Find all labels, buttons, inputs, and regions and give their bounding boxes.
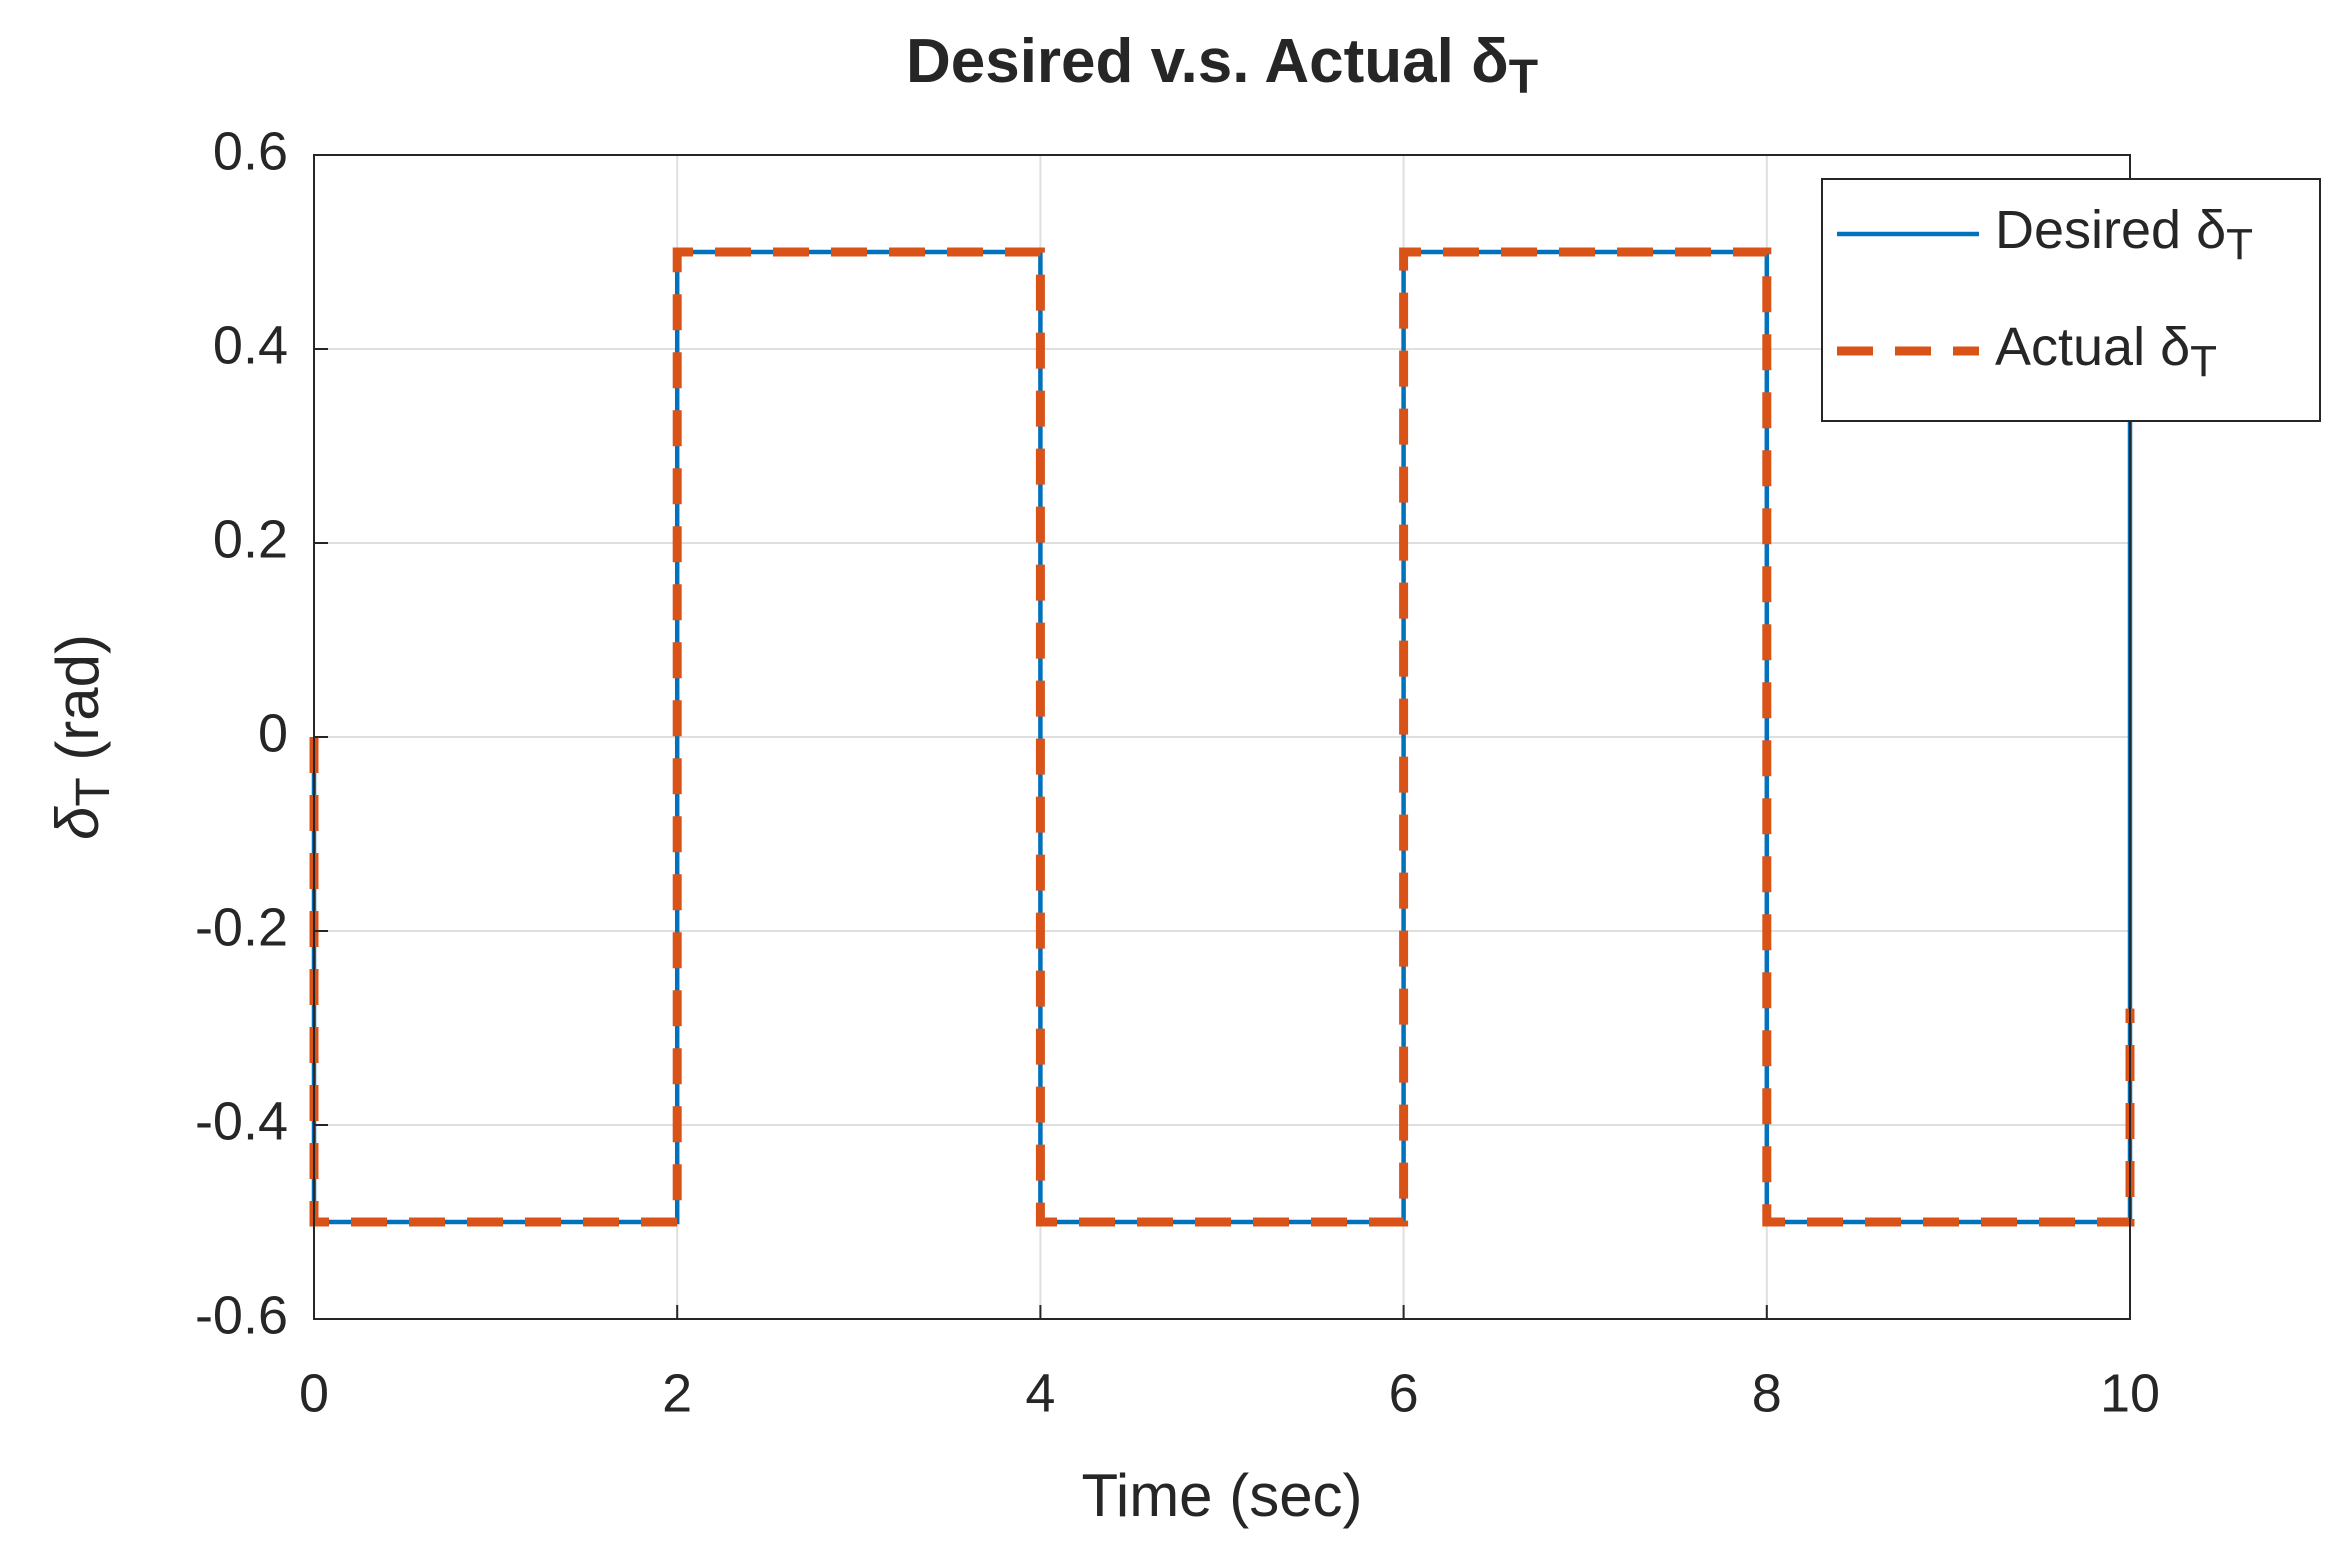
legend-name: Actual δ bbox=[1995, 317, 2190, 377]
legend-label: Desired δT bbox=[1995, 200, 2253, 269]
legend-name: Desired δ bbox=[1995, 200, 2226, 260]
x-tick-label: 8 bbox=[1752, 1363, 1782, 1423]
title-text: Desired v.s. Actual δ bbox=[906, 27, 1509, 96]
y-tick-label: -0.6 bbox=[195, 1285, 288, 1345]
y-tick-label: 0.6 bbox=[213, 121, 288, 181]
y-tick-label: -0.2 bbox=[195, 897, 288, 957]
y-label-subscript: T bbox=[67, 777, 120, 806]
y-tick-label: 0.2 bbox=[213, 509, 288, 569]
legend-subscript: T bbox=[2190, 337, 2217, 386]
x-tick-label: 10 bbox=[2100, 1363, 2160, 1423]
x-tick-label: 0 bbox=[299, 1363, 329, 1423]
plot-lines bbox=[309, 247, 2135, 1227]
x-tick-label: 6 bbox=[1389, 1363, 1419, 1423]
x-tick-label: 2 bbox=[662, 1363, 692, 1423]
legend-subscript: T bbox=[2226, 220, 2253, 269]
series-line bbox=[309, 247, 2135, 1227]
x-axis-label: Time (sec) bbox=[1081, 1462, 1362, 1529]
y-label-symbol: δ bbox=[44, 806, 111, 840]
y-tick-label: 0.4 bbox=[213, 315, 288, 375]
y-axis-label: δT (rad) bbox=[44, 634, 120, 840]
y-tick-label: 0 bbox=[258, 703, 288, 763]
legend-box bbox=[1821, 178, 2321, 422]
ticks: 0 2 4 6 8 10 -0.6 -0.4 -0.2 0 0.2 0.4 0.6 bbox=[195, 121, 2160, 1423]
y-label-unit: (rad) bbox=[44, 634, 111, 777]
legend-label: Actual δT bbox=[1995, 317, 2217, 386]
title-subscript: T bbox=[1509, 51, 1538, 104]
x-tick-label: 4 bbox=[1025, 1363, 1055, 1423]
y-tick-label: -0.4 bbox=[195, 1091, 288, 1151]
chart-title: Desired v.s. Actual δT bbox=[906, 27, 1538, 104]
